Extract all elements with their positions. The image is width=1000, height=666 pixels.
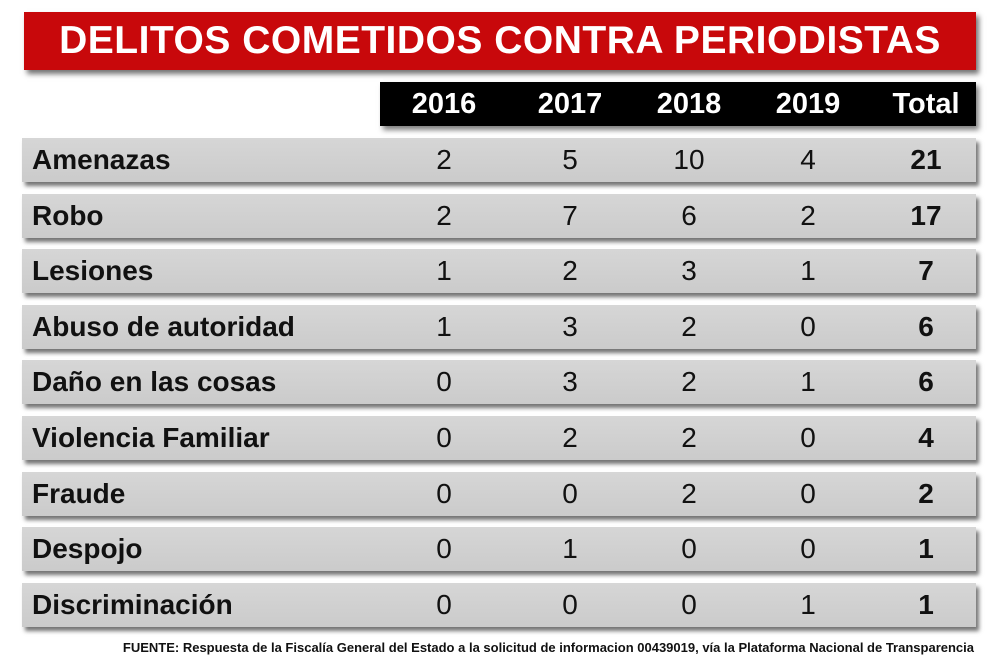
table-row: Despojo 0 1 0 0 1	[22, 527, 976, 571]
row-value-2019: 0	[800, 311, 816, 342]
row-value-2016: 0	[436, 533, 452, 564]
row-total-value: 21	[910, 144, 942, 175]
row-label: Despojo	[32, 533, 143, 564]
row-label: Fraude	[32, 478, 126, 509]
row-value-2017: 3	[562, 366, 578, 397]
row-label: Discriminación	[32, 589, 233, 620]
table-row: Abuso de autoridad 1 3 2 0 6	[22, 305, 976, 349]
row-value-2019: 0	[800, 478, 816, 509]
row-label: Abuso de autoridad	[32, 311, 295, 342]
row-total-value: 7	[918, 255, 934, 286]
row-total-value: 6	[918, 311, 934, 342]
row-value-2019: 1	[800, 589, 816, 620]
row-value-2019: 2	[800, 200, 816, 231]
row-value-2016: 0	[436, 478, 452, 509]
row-value-2019: 0	[800, 533, 816, 564]
row-value-2018: 0	[681, 589, 697, 620]
table-row: Fraude 0 0 2 0 2	[22, 472, 976, 516]
table-row: Violencia Familiar 0 2 2 0 4	[22, 416, 976, 460]
column-header-2016: 2016	[411, 88, 477, 120]
title-banner: DELITOS COMETIDOS CONTRA PERIODISTAS	[24, 12, 976, 70]
row-value-2017: 7	[562, 200, 578, 231]
column-header-2017: 2017	[537, 88, 603, 120]
row-total-value: 17	[910, 200, 942, 231]
row-label: Amenazas	[32, 144, 171, 175]
source-note: FUENTE: Respuesta de la Fiscalía General…	[122, 640, 974, 655]
row-value-2019: 1	[800, 366, 816, 397]
row-label: Robo	[32, 200, 104, 231]
row-value-2017: 1	[562, 533, 578, 564]
row-value-2017: 3	[562, 311, 578, 342]
column-header-total: Total	[892, 88, 960, 120]
row-value-2016: 1	[436, 255, 452, 286]
row-value-2019: 0	[800, 422, 816, 453]
row-value-2018: 2	[681, 311, 697, 342]
row-value-2016: 1	[436, 311, 452, 342]
table-row: Lesiones 1 2 3 1 7	[22, 249, 976, 293]
row-value-2018: 3	[681, 255, 697, 286]
table-row: Daño en las cosas 0 3 2 1 6	[22, 360, 976, 404]
row-value-2016: 0	[436, 422, 452, 453]
row-value-2018: 2	[681, 366, 697, 397]
row-value-2017: 2	[562, 255, 578, 286]
row-value-2018: 2	[681, 478, 697, 509]
row-total-value: 1	[918, 589, 934, 620]
row-value-2016: 0	[436, 366, 452, 397]
row-total-value: 1	[918, 533, 934, 564]
table-title: DELITOS COMETIDOS CONTRA PERIODISTAS	[59, 19, 941, 62]
row-value-2018: 6	[681, 200, 697, 231]
table-row: Discriminación 0 0 0 1 1	[22, 583, 976, 627]
row-value-2017: 0	[562, 589, 578, 620]
row-label: Lesiones	[32, 255, 154, 286]
row-value-2016: 0	[436, 589, 452, 620]
row-value-2019: 1	[800, 255, 816, 286]
row-value-2016: 2	[436, 144, 452, 175]
row-value-2018: 10	[673, 144, 705, 175]
row-value-2016: 2	[436, 200, 452, 231]
column-header-bar: 2016 2017 2018 2019 Total	[380, 82, 976, 126]
row-value-2017: 0	[562, 478, 578, 509]
row-value-2018: 2	[681, 422, 697, 453]
row-total-value: 2	[918, 478, 934, 509]
column-header-2019: 2019	[775, 88, 841, 120]
row-total-value: 6	[918, 366, 934, 397]
table-row: Amenazas 2 5 10 4 21	[22, 138, 976, 182]
row-label: Violencia Familiar	[32, 422, 270, 453]
row-value-2017: 5	[562, 144, 578, 175]
column-header-2018: 2018	[656, 88, 722, 120]
table-row: Robo 2 7 6 2 17	[22, 194, 976, 238]
row-value-2019: 4	[800, 144, 816, 175]
row-label: Daño en las cosas	[32, 366, 277, 397]
row-total-value: 4	[918, 422, 934, 453]
row-value-2018: 0	[681, 533, 697, 564]
row-value-2017: 2	[562, 422, 578, 453]
